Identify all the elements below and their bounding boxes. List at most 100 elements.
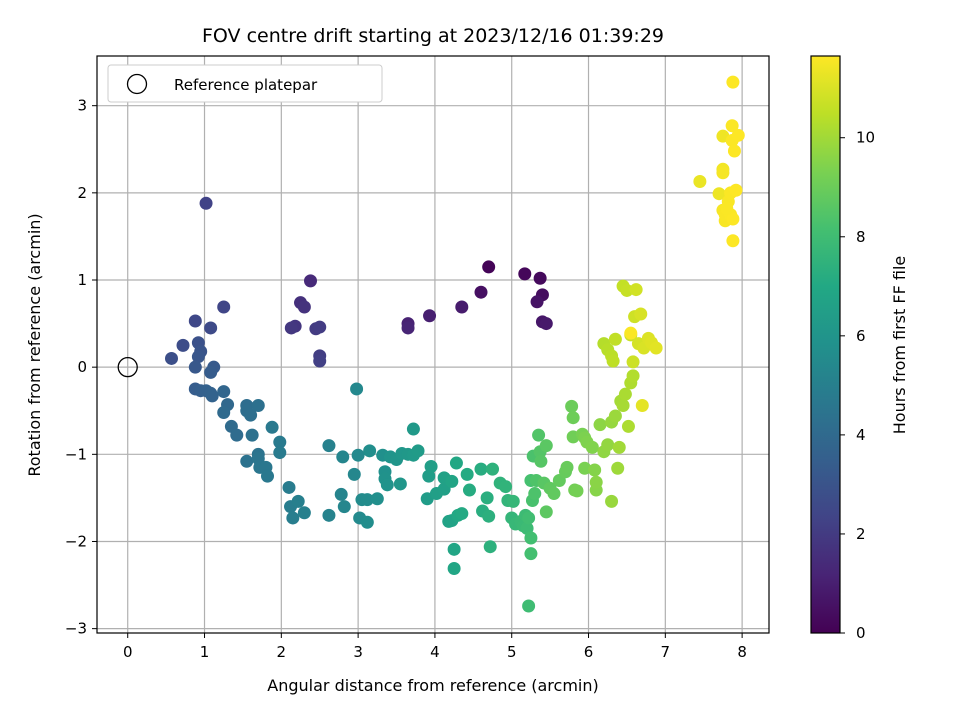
data-point [462,483,476,497]
legend-label-reference: Reference platepar [174,76,318,94]
data-point [539,439,553,453]
data-point [304,274,318,288]
data-point [449,456,463,470]
data-point [532,428,546,442]
data-point [265,420,279,434]
y-tick-label: −1 [65,445,87,463]
colorbar-tick-label: 6 [856,327,866,345]
x-tick-label: 7 [661,643,671,661]
data-point [534,454,548,468]
data-point [524,531,538,545]
data-point [217,405,231,419]
data-points [117,75,745,613]
data-point [693,175,707,189]
data-point [424,460,438,474]
data-point [616,399,630,413]
data-point [347,467,361,481]
x-axis-ticks: 0 1 2 3 4 5 6 7 8 [123,633,747,661]
data-point [483,540,497,554]
data-point [608,409,622,423]
data-point [205,389,219,403]
data-point [626,355,640,369]
y-axis-label: Rotation from reference (arcmin) [25,213,44,476]
colorbar-ticks: 0 2 4 6 8 10 [840,129,875,642]
data-point [533,271,547,285]
colorbar-tick-label: 2 [856,525,866,543]
legend-box [107,64,383,103]
data-point [480,491,494,505]
data-point [284,321,298,335]
data-point [282,480,296,494]
data-point [273,446,287,460]
data-point [612,440,626,454]
data-point [401,321,415,335]
data-point [360,515,374,529]
data-point [588,463,602,477]
data-point [606,354,620,368]
data-point [727,144,741,158]
legend-marker-reference [126,73,148,95]
data-point [635,399,649,413]
data-point [528,487,542,501]
data-point [539,505,553,519]
data-point [445,474,459,488]
data-point [624,326,638,340]
legend: Reference platepar [107,64,383,103]
data-point [244,408,258,422]
data-point [363,444,377,458]
data-point [217,385,231,399]
data-point [313,354,327,368]
data-point [406,422,420,436]
x-tick-label: 1 [200,643,210,661]
data-point [726,75,740,89]
data-point [199,196,213,210]
x-tick-label: 8 [737,643,747,661]
data-point [230,428,244,442]
data-point [522,511,536,525]
data-point [608,332,622,346]
data-point [240,454,254,468]
x-tick-label: 2 [277,643,287,661]
data-point [286,511,300,525]
data-point [204,321,218,335]
data-point [351,448,365,462]
data-point [565,399,579,413]
data-point [649,341,663,355]
data-point [245,428,259,442]
colorbar-label: Hours from first FF file [890,256,909,435]
data-point [621,419,635,433]
y-tick-label: 3 [77,97,87,115]
x-tick-label: 4 [430,643,440,661]
y-tick-label: 2 [77,184,87,202]
data-point [578,461,592,475]
data-point [360,493,374,507]
data-point [204,365,218,379]
data-point [729,183,743,197]
data-point [411,444,425,458]
colorbar-tick-label: 0 [856,624,866,642]
data-point [611,461,625,475]
data-point [716,166,730,180]
data-point [539,317,553,331]
colorbar-gradient [811,56,840,633]
data-point [720,202,734,216]
data-point [634,307,648,321]
x-tick-label: 0 [123,643,133,661]
data-point [601,438,615,452]
data-point [626,369,640,383]
y-tick-label: −3 [65,620,87,638]
data-point [370,492,384,506]
data-point [589,475,603,489]
data-point [726,212,740,226]
x-axis-label: Angular distance from reference (arcmin) [267,676,598,695]
data-point [570,484,584,498]
data-point [336,450,350,464]
data-point [273,435,287,449]
y-tick-label: 0 [77,358,87,376]
data-point [423,309,437,323]
data-point [618,387,632,401]
data-point [164,351,178,365]
data-point [725,119,739,133]
data-point [566,411,580,425]
data-point [482,260,496,274]
